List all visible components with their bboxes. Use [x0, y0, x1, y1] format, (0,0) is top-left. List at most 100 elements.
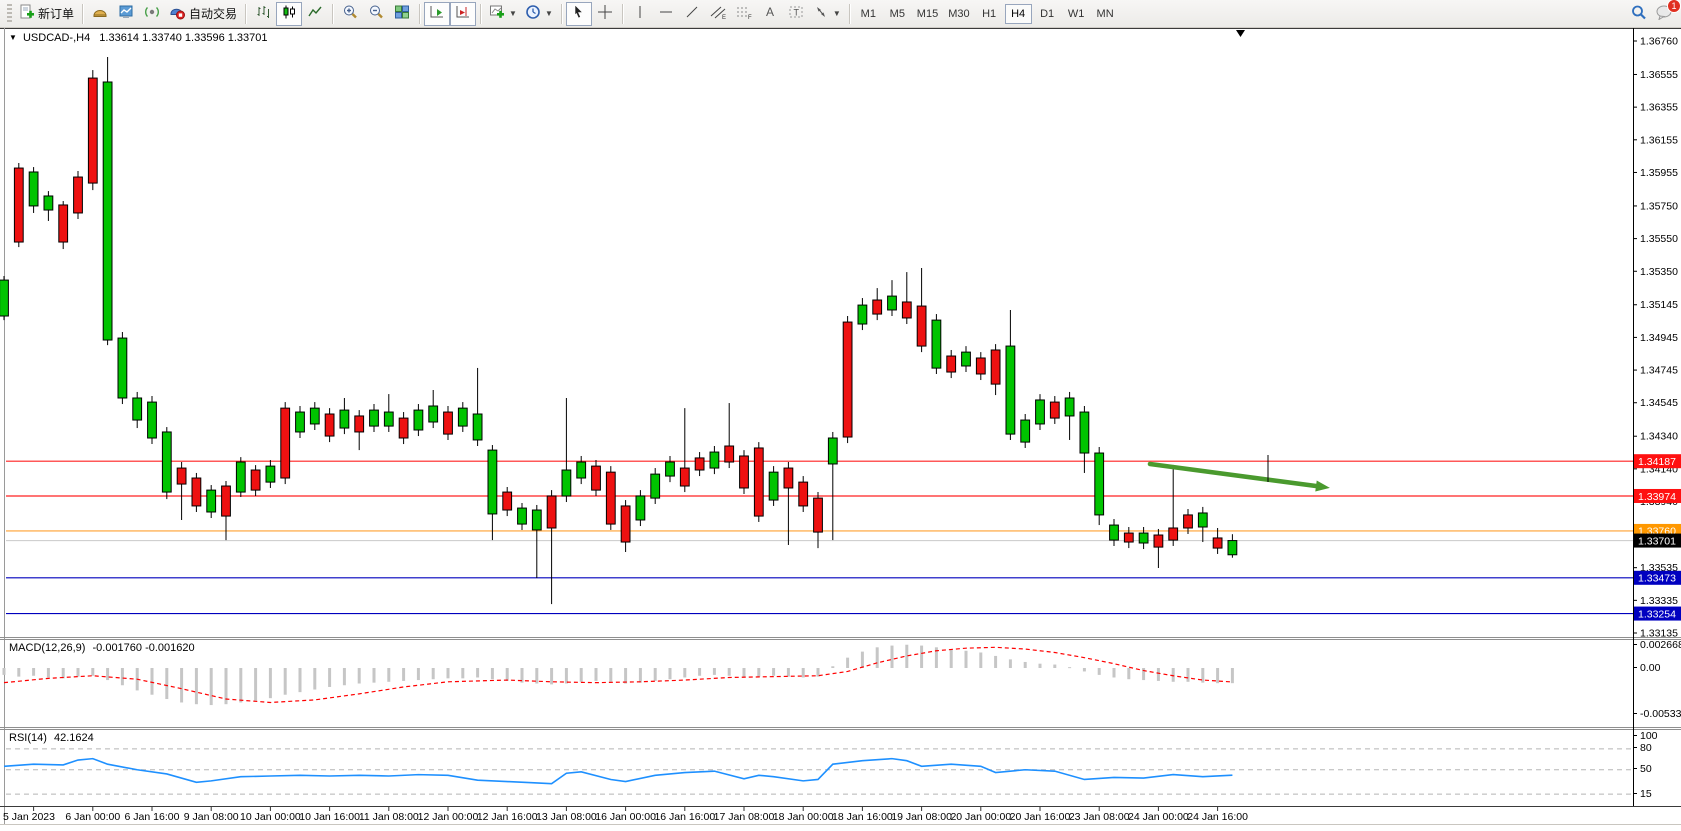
candle-body	[798, 481, 809, 507]
timeframe-M15-button[interactable]: M15	[913, 4, 942, 24]
macd-histogram-bar	[490, 668, 494, 680]
equidistant-channel-button[interactable]: E	[705, 2, 731, 26]
clock-icon	[525, 4, 541, 23]
timeframe-MN-button[interactable]: MN	[1092, 4, 1119, 24]
text-icon: A	[763, 4, 777, 23]
cursor-button[interactable]	[565, 1, 592, 26]
candle-body	[1183, 514, 1193, 529]
timeframe-M5-button[interactable]: M5	[884, 4, 911, 24]
macd-histogram-bar	[801, 668, 805, 678]
macd-histogram-bar	[579, 668, 583, 682]
macd-histogram-bar	[165, 668, 169, 700]
macd-histogram-bar	[890, 645, 894, 668]
indicators-caret-icon: ▼	[509, 9, 517, 18]
chart-shift-button[interactable]	[450, 1, 477, 26]
crosshair-button[interactable]	[592, 2, 618, 26]
arrows-button[interactable]: ▼	[809, 2, 845, 26]
notifications-button[interactable]: 1	[1651, 0, 1681, 26]
macd-histogram-bar	[816, 668, 820, 677]
candle-body	[324, 413, 335, 437]
text-label-button[interactable]: T	[783, 2, 809, 26]
expert-hat-icon	[92, 4, 108, 23]
equidistant-channel-icon: E	[709, 4, 727, 23]
zoom-out-icon	[368, 4, 384, 23]
macd-histogram-bar	[1171, 668, 1175, 682]
timeframe-H1-button[interactable]: H1	[976, 4, 1003, 24]
candle-body	[517, 507, 527, 525]
timeframe-W1-button[interactable]: W1	[1063, 4, 1090, 24]
autotrading-label: 自动交易	[189, 7, 238, 21]
price-badge-label-current-price: 1.33701	[1638, 535, 1676, 547]
line-chart-button[interactable]	[302, 2, 328, 26]
candle-body	[309, 407, 320, 425]
expert-advisors-button[interactable]	[87, 2, 113, 26]
market-button[interactable]	[113, 2, 139, 26]
horizontal-line-icon	[658, 4, 674, 23]
chart-collapse-caret-icon[interactable]: ▼	[9, 33, 17, 42]
bar-chart-button[interactable]	[250, 2, 276, 26]
signals-button[interactable]	[139, 2, 165, 26]
auto-scroll-icon	[429, 4, 445, 23]
macd-histogram-bar	[416, 668, 420, 681]
toolbar-separator	[82, 3, 84, 24]
price-tick-label: 1.35145	[1640, 299, 1678, 311]
candle-body	[87, 77, 98, 184]
price-badge-current-price	[1634, 533, 1681, 548]
vertical-line-button[interactable]	[627, 2, 653, 26]
price-tick-label: 1.36155	[1640, 134, 1678, 146]
macd-histogram-bar	[1053, 664, 1057, 668]
tile-windows-button[interactable]	[389, 2, 415, 26]
trend-arrow-line[interactable]	[1147, 461, 1319, 489]
period-button[interactable]: ▼	[521, 2, 557, 26]
rsi-indicator-label: RSI(14) 42.1624	[9, 732, 94, 744]
search-button[interactable]	[1625, 2, 1651, 26]
timeframe-M30-button[interactable]: M30	[944, 4, 973, 24]
price-tick-label: 1.36760	[1640, 36, 1678, 48]
chart-shift-icon	[455, 4, 471, 23]
toolbar-grip[interactable]	[7, 3, 12, 24]
macd-values: -0.001760 -0.001620	[92, 642, 195, 654]
candle-body	[931, 319, 942, 369]
text-button[interactable]: A	[757, 2, 783, 26]
candle-body	[413, 409, 424, 431]
timeframe-D1-button[interactable]: D1	[1034, 4, 1061, 24]
zoom-out-button[interactable]	[363, 2, 389, 26]
candle-body	[1094, 452, 1105, 516]
period-caret-icon: ▼	[544, 9, 553, 18]
fibonacci-button[interactable]: F	[731, 2, 757, 26]
price-tick-label: 1.33335	[1640, 595, 1678, 607]
trendline-button[interactable]	[679, 2, 705, 26]
timeframe-M1-button[interactable]: M1	[855, 4, 882, 24]
macd-histogram-bar	[994, 655, 998, 668]
candle-body	[1123, 532, 1134, 543]
chart-shift-marker[interactable]	[1236, 30, 1245, 37]
macd-histogram-bar	[32, 668, 36, 676]
time-tick-label: 5 Jan 2023	[3, 811, 55, 823]
candle-body	[28, 171, 39, 207]
zoom-in-button[interactable]	[337, 2, 363, 26]
candle-body	[339, 409, 350, 429]
candle-body	[872, 299, 883, 315]
macd-histogram-bar	[698, 668, 702, 676]
price-tick-label: 1.35350	[1640, 266, 1678, 278]
macd-histogram-bar	[17, 668, 21, 677]
auto-scroll-button[interactable]	[424, 1, 451, 26]
timeframe-H4-button[interactable]: H4	[1004, 3, 1032, 24]
candle-body	[369, 409, 379, 427]
cursor-icon	[571, 4, 587, 23]
macd-histogram-bar	[934, 647, 938, 668]
macd-signal-line	[3, 646, 1233, 704]
candle-body	[0, 279, 9, 317]
horizontal-line-button[interactable]	[653, 2, 679, 26]
candle-body	[709, 451, 720, 469]
indicators-button[interactable]: ▼	[485, 2, 521, 26]
candlestick-chart-button[interactable]	[276, 1, 303, 26]
trend-arrow-head[interactable]	[1315, 480, 1330, 492]
macd-histogram-bar	[446, 668, 450, 679]
new-order-button[interactable]: 新订单	[15, 2, 78, 26]
autotrading-button[interactable]: 自动交易	[165, 2, 241, 26]
line-chart-icon	[307, 4, 323, 23]
macd-name: MACD(12,26,9)	[9, 642, 86, 654]
candle-body	[161, 431, 172, 493]
